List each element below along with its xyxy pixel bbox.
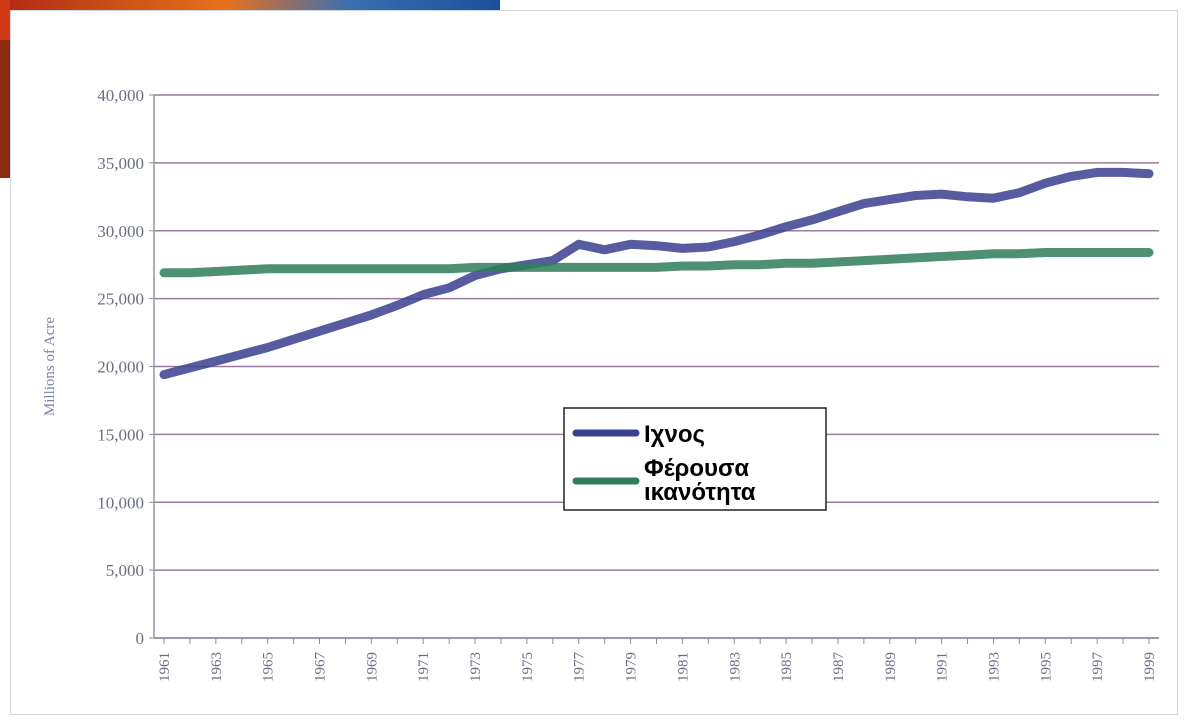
y-tick-label: 10,000: [97, 493, 144, 512]
y-tick-label: 35,000: [97, 154, 144, 173]
x-tick-label: 1993: [986, 652, 1002, 682]
x-tick-label: 1983: [727, 652, 743, 682]
x-tick-label: 1995: [1038, 652, 1054, 682]
x-tick-label: 1977: [572, 652, 588, 683]
series-line-footprint: [159, 167, 1154, 380]
legend-label-capacity-line: ικανότητα: [644, 479, 756, 506]
x-tick-label: 1965: [261, 652, 277, 682]
x-tick-label: 1975: [520, 652, 536, 682]
x-tick-label: 1987: [831, 652, 847, 683]
y-tick-label: 25,000: [97, 290, 144, 309]
x-tick-label: 1991: [935, 652, 951, 682]
y-tick-label: 40,000: [97, 86, 144, 105]
y-tick-label: 0: [136, 629, 145, 648]
series-line-capacity: [159, 248, 1154, 278]
x-tick-label: 1963: [209, 652, 225, 682]
legend-label-capacity: Φέρουσα ικανότητα: [644, 455, 756, 506]
x-tick-label: 1967: [313, 652, 329, 683]
chart-frame: 0 5,000 10,000 15,000 20,000 25,000 30,000 35,0…: [10, 10, 1178, 715]
x-tick-label: 1979: [624, 652, 640, 682]
x-tick-label: 1985: [779, 652, 795, 682]
x-tick-label: 1989: [883, 652, 899, 682]
x-tick-label: 1999: [1142, 652, 1158, 682]
corner-decoration: [0, 0, 500, 178]
x-tick-label: 1971: [416, 652, 432, 682]
legend-box: [563, 407, 827, 511]
x-tick-label: 1973: [468, 652, 484, 682]
y-tick-label: 20,000: [97, 358, 144, 377]
legend-label-capacity-line: Φέρουσα: [644, 455, 749, 482]
x-tick-label: 1969: [364, 652, 380, 682]
x-tick-label: 1997: [1090, 652, 1106, 683]
y-tick-label: 15,000: [97, 425, 144, 444]
y-tick-label: 30,000: [97, 222, 144, 241]
legend-label-footprint: Ιχνος: [644, 421, 705, 448]
y-tick-label: 5,000: [106, 561, 144, 580]
y-axis-label: Millions of Acre: [42, 317, 58, 416]
x-tick-label: 1961: [157, 652, 173, 682]
x-tick-label: 1981: [675, 652, 691, 682]
line-chart: 0 5,000 10,000 15,000 20,000 25,000 30,000 35,0…: [42, 86, 1159, 683]
